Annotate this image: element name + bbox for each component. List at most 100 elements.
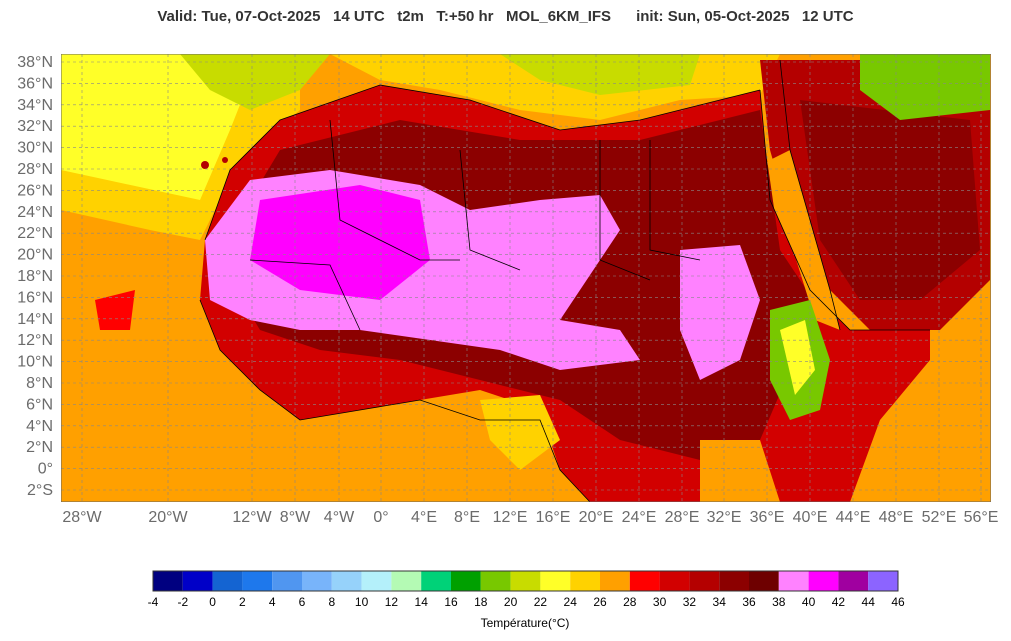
- latitude-label: 24°N: [17, 204, 53, 221]
- colorbar-ticks: -4 -2 0 2 4 6 8 10 12 14 16 18 20 22 24 26 28 30 32 34 36 38 4…: [148, 595, 905, 609]
- colorbar-swatch: [272, 571, 302, 591]
- country-borders: [199, 59, 930, 502]
- colorbar-tick-label: 40: [802, 595, 816, 609]
- title-init: init: Sun, 05-Oct-2025 12 UTC: [636, 8, 854, 25]
- colorbar-tick-label: 22: [534, 595, 548, 609]
- colorbar-tick-label: 36: [742, 595, 756, 609]
- title-time: 14 UTC: [333, 8, 385, 25]
- colorbar-tick-label: 28: [623, 595, 637, 609]
- longitude-label: 28°E: [665, 509, 700, 526]
- colorbar-swatch: [391, 571, 422, 591]
- longitude-label: 8°W: [280, 509, 311, 526]
- colorbar-swatch: [808, 571, 839, 591]
- colorbar-swatch: [868, 571, 898, 591]
- longitude-label: 56°E: [964, 509, 999, 526]
- colorbar-swatch: [421, 571, 451, 591]
- colorbar-tick-label: 2: [239, 595, 246, 609]
- colorbar-tick-label: 14: [415, 595, 429, 609]
- latitude-label: 8°N: [26, 375, 53, 392]
- latitude-label: 10°N: [17, 354, 53, 371]
- atlantic-cool-area: [61, 54, 260, 200]
- colorbar-swatch: [659, 571, 690, 591]
- latitude-label: 18°N: [17, 268, 53, 285]
- longitude-label: 16°E: [536, 509, 571, 526]
- colorbar-tick-label: 4: [269, 595, 276, 609]
- latitude-label: 16°N: [17, 289, 53, 306]
- latitude-label: 20°N: [17, 247, 53, 264]
- colorbar-swatch: [600, 571, 630, 591]
- longitude-label: 40°E: [793, 509, 828, 526]
- colorbar-tick-label: 34: [713, 595, 727, 609]
- colorbar-swatch: [838, 571, 869, 591]
- latitude-label: 4°N: [26, 418, 53, 435]
- colorbar-tick-label: 30: [653, 595, 667, 609]
- latitude-label: 36°N: [17, 75, 53, 92]
- longitude-label: 12°W: [232, 509, 272, 526]
- colorbar-swatch: [153, 571, 183, 591]
- longitude-label: 48°E: [879, 509, 914, 526]
- longitude-label: 4°W: [324, 509, 355, 526]
- colorbar-tick-label: 12: [385, 595, 399, 609]
- latitude-label: 28°N: [17, 161, 53, 178]
- latitude-label: 6°N: [26, 396, 53, 413]
- ethiopian-plateau: [780, 320, 815, 395]
- colorbar-tick-label: 16: [444, 595, 458, 609]
- latitude-labels: 38°N 36°N 34°N 32°N 30°N 28°N 26°N 24°N 22°N 20°N…: [17, 54, 53, 499]
- title-valid: Valid: Tue, 07-Oct-2025: [157, 8, 321, 25]
- latitude-label: 0°: [38, 461, 53, 478]
- colorbar-tick-label: 6: [299, 595, 306, 609]
- title-variable: t2m: [397, 8, 424, 25]
- title-forecast: T:+50 hr: [436, 8, 494, 25]
- cape-verde-islands: [95, 290, 135, 330]
- iberia-area: [180, 54, 330, 110]
- levant-highland-area: [860, 54, 990, 120]
- latitude-label: 2°N: [26, 439, 53, 456]
- colorbar-swatch: [451, 571, 481, 591]
- latitude-label: 30°N: [17, 140, 53, 157]
- longitude-label: 20°W: [148, 509, 188, 526]
- longitude-label: 8°E: [454, 509, 480, 526]
- longitude-label: 32°E: [707, 509, 742, 526]
- colorbar-swatch: [182, 571, 213, 591]
- colorbar-title: Température(°C): [481, 616, 570, 630]
- map-title: Valid: Tue, 07-Oct-2025 14 UTC t2m T:+50…: [0, 8, 1011, 25]
- colorbar-swatch: [749, 571, 779, 591]
- colorbar-swatch: [302, 571, 332, 591]
- gridlines: [61, 54, 991, 502]
- colorbar-swatch: [689, 571, 720, 591]
- latitude-label: 14°N: [17, 311, 53, 328]
- colorbar-tick-label: 44: [862, 595, 876, 609]
- colorbar-tick-label: 0: [209, 595, 216, 609]
- colorbar-swatch: [570, 571, 600, 591]
- latitude-label: 26°N: [17, 182, 53, 199]
- map-field: [61, 54, 991, 502]
- colorbar-tick-label: -2: [177, 595, 188, 609]
- colorbar-tick-label: 8: [328, 595, 335, 609]
- canary-islands: [201, 161, 209, 169]
- east-africa-lakes: [700, 440, 780, 502]
- colorbar-swatch: [361, 571, 392, 591]
- colorbar-frame: [152, 570, 899, 592]
- colorbar-tick-label: 10: [355, 595, 369, 609]
- temperature-map: 38°N 36°N 34°N 32°N 30°N 28°N 26°N 24°N 22°N 20°N…: [17, 54, 999, 526]
- hottest-sudan-area: [680, 245, 760, 380]
- canary-islands-2: [222, 157, 228, 163]
- colorbar-swatch: [480, 571, 511, 591]
- longitude-label: 44°E: [836, 509, 871, 526]
- colorbar-tick-label: -4: [148, 595, 159, 609]
- longitude-label: 0°: [373, 509, 388, 526]
- latitude-label: 22°N: [17, 225, 53, 242]
- colorbar-swatch: [331, 571, 362, 591]
- longitude-label: 12°E: [493, 509, 528, 526]
- title-model: MOL_6KM_IFS: [506, 8, 612, 25]
- longitude-label: 24°E: [622, 509, 657, 526]
- colorbar-tick-label: 18: [474, 595, 488, 609]
- colorbar-swatches: [152, 570, 899, 592]
- longitude-label: 28°W: [62, 509, 102, 526]
- colorbar-swatch: [778, 571, 809, 591]
- latitude-label: 32°N: [17, 118, 53, 135]
- arabia-hot-area: [800, 100, 980, 300]
- colorbar-swatch: [719, 571, 749, 591]
- longitude-label: 52°E: [922, 509, 957, 526]
